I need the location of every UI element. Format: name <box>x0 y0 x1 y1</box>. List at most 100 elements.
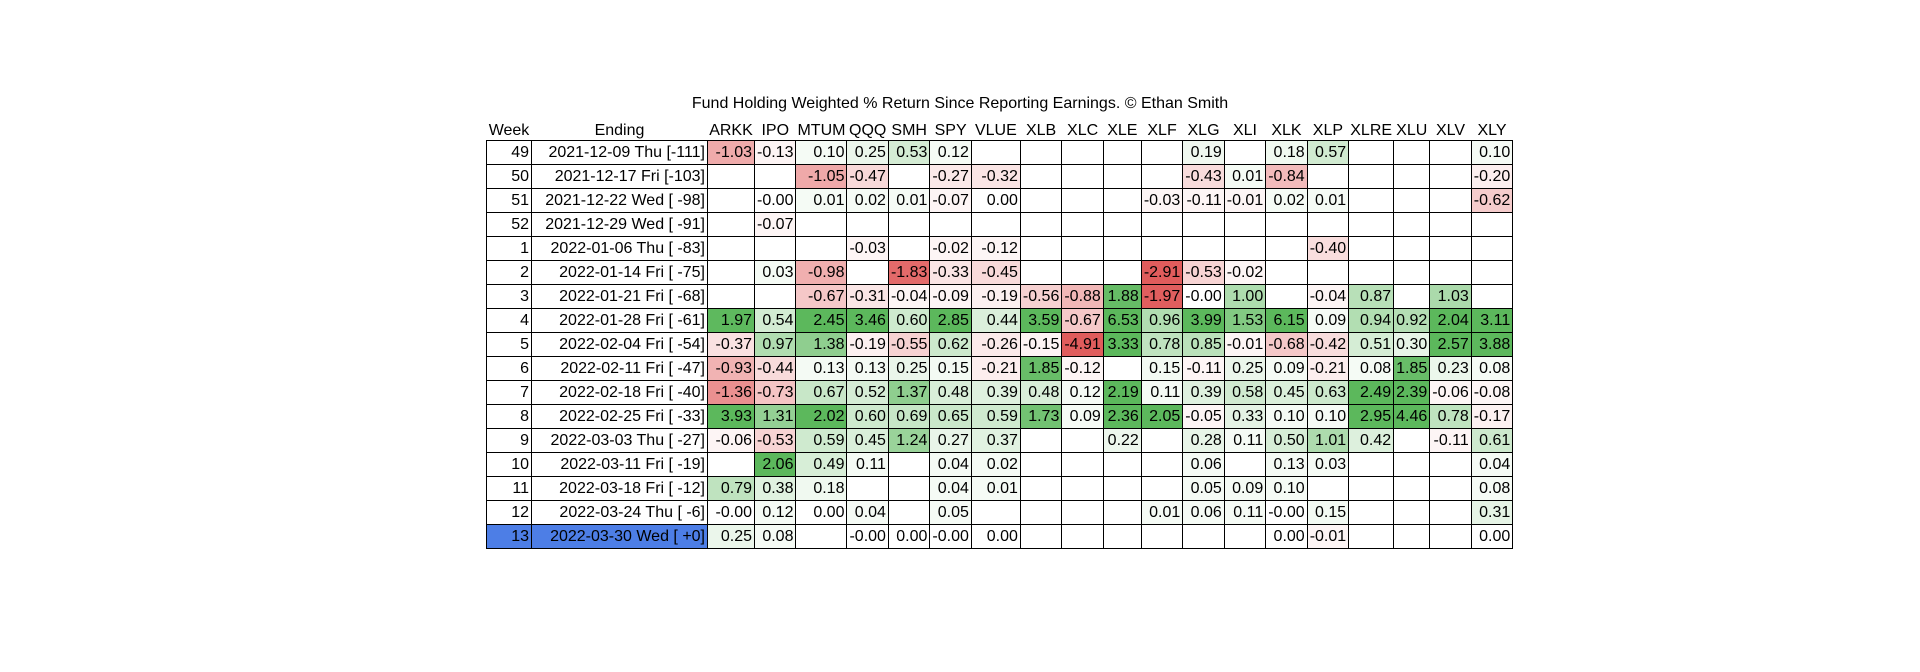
ending-cell: 2022-03-11 Fri [ -19] <box>531 452 708 477</box>
value-cell <box>1140 164 1184 189</box>
value-cell <box>1061 500 1104 525</box>
value-cell <box>1102 524 1142 549</box>
value-cell: 3.46 <box>846 308 889 333</box>
value-cell <box>1061 428 1104 453</box>
value-cell <box>1102 500 1142 525</box>
value-cell <box>1393 188 1431 213</box>
value-cell: 0.12 <box>753 500 797 525</box>
value-cell: 0.08 <box>1348 356 1395 381</box>
column-header: IPO <box>761 122 790 139</box>
value-cell: -0.00 <box>1265 500 1308 525</box>
value-cell: 0.67 <box>795 380 848 405</box>
value-cell <box>1429 188 1472 213</box>
value-cell <box>707 236 755 261</box>
value-cell <box>1393 140 1431 165</box>
table-row: 51 2021-12-22 Wed [ -98] -0.00 0.01 0.02 0.01… <box>486 188 1514 213</box>
week-cell: 50 <box>486 164 532 189</box>
value-cell: 2.49 <box>1348 380 1395 405</box>
value-cell: 0.18 <box>795 476 848 501</box>
ending-cell: 2021-12-17 Fri [-103] <box>531 164 708 189</box>
value-cell: -1.36 <box>707 380 755 405</box>
value-cell: 0.23 <box>1429 356 1472 381</box>
value-cell: -0.37 <box>707 332 755 357</box>
ending-cell: 2021-12-22 Wed [ -98] <box>531 188 708 213</box>
value-cell: 0.15 <box>1140 356 1184 381</box>
value-cell: 0.09 <box>1265 356 1308 381</box>
value-cell <box>1429 452 1472 477</box>
value-cell <box>753 164 797 189</box>
value-cell: -0.33 <box>929 260 972 285</box>
value-cell: 0.48 <box>929 380 972 405</box>
value-cell: 2.19 <box>1102 380 1142 405</box>
value-cell: -0.32 <box>970 164 1021 189</box>
value-cell: 0.02 <box>1265 188 1308 213</box>
value-cell: 0.02 <box>846 188 889 213</box>
week-cell: 51 <box>486 188 532 213</box>
value-cell <box>1429 260 1472 285</box>
value-cell: 0.11 <box>846 452 889 477</box>
ending-cell: 2022-02-25 Fri [ -33] <box>531 404 708 429</box>
value-cell: 0.49 <box>795 452 848 477</box>
value-cell: 0.01 <box>1140 500 1184 525</box>
value-cell: -1.05 <box>795 164 848 189</box>
value-cell <box>970 500 1021 525</box>
value-cell <box>1348 164 1395 189</box>
value-cell: -0.55 <box>887 332 931 357</box>
value-cell: 0.63 <box>1306 380 1350 405</box>
value-cell: -1.97 <box>1140 284 1184 309</box>
value-cell <box>1061 524 1104 549</box>
table-row: 5 2022-02-04 Fri [ -54] -0.37 0.97 1.38 -0.19… <box>486 332 1514 357</box>
value-cell: 4.46 <box>1393 404 1431 429</box>
column-header: SMH <box>891 122 927 139</box>
value-cell: 0.09 <box>1306 308 1350 333</box>
value-cell: -0.11 <box>1182 188 1225 213</box>
value-cell <box>1429 212 1472 237</box>
value-cell <box>1102 212 1142 237</box>
value-cell: 0.31 <box>1470 500 1514 525</box>
value-cell: 0.58 <box>1223 380 1267 405</box>
value-cell <box>1223 140 1267 165</box>
value-cell: 0.87 <box>1348 284 1395 309</box>
column-header: Week <box>488 122 530 139</box>
value-cell <box>1140 524 1184 549</box>
value-cell <box>1102 236 1142 261</box>
value-cell <box>1061 452 1104 477</box>
value-cell <box>1306 476 1350 501</box>
value-cell: 0.04 <box>929 476 972 501</box>
value-cell <box>1102 188 1142 213</box>
value-cell: 2.85 <box>929 308 972 333</box>
value-cell: 0.69 <box>887 404 931 429</box>
table-row: 50 2021-12-17 Fri [-103] -1.05 -0.47 -0.27 -0… <box>486 164 1514 189</box>
value-cell <box>1061 140 1104 165</box>
value-cell <box>1140 476 1184 501</box>
value-cell: 1.37 <box>887 380 931 405</box>
column-header: ARKK <box>709 122 753 139</box>
column-header: VLUE <box>974 122 1017 139</box>
table-row: 49 2021-12-09 Thu [-111] -1.03 -0.13 0.10 0.2… <box>486 140 1514 165</box>
value-cell: 0.11 <box>1140 380 1184 405</box>
value-cell <box>970 140 1021 165</box>
week-cell: 49 <box>486 140 532 165</box>
value-cell: 0.00 <box>1470 524 1514 549</box>
value-cell: 1.53 <box>1223 308 1267 333</box>
value-cell: -0.02 <box>929 236 972 261</box>
value-cell: 0.01 <box>970 476 1021 501</box>
value-cell: 0.22 <box>1102 428 1142 453</box>
value-cell: 0.59 <box>970 404 1021 429</box>
value-cell <box>1182 212 1225 237</box>
value-cell: 0.00 <box>970 188 1021 213</box>
value-cell: 0.60 <box>887 308 931 333</box>
value-cell <box>753 284 797 309</box>
value-cell <box>1393 428 1431 453</box>
value-cell: 0.45 <box>846 428 889 453</box>
value-cell <box>1348 140 1395 165</box>
value-cell <box>1306 164 1350 189</box>
ending-cell: 2022-03-03 Thu [ -27] <box>531 428 708 453</box>
value-cell: 0.01 <box>795 188 848 213</box>
value-cell: -0.05 <box>1182 404 1225 429</box>
value-cell: 0.03 <box>753 260 797 285</box>
value-cell: 2.05 <box>1140 404 1184 429</box>
value-cell: -0.08 <box>1470 380 1514 405</box>
value-cell <box>887 212 931 237</box>
chart-title: Fund Holding Weighted % Return Since Rep… <box>691 95 1229 112</box>
